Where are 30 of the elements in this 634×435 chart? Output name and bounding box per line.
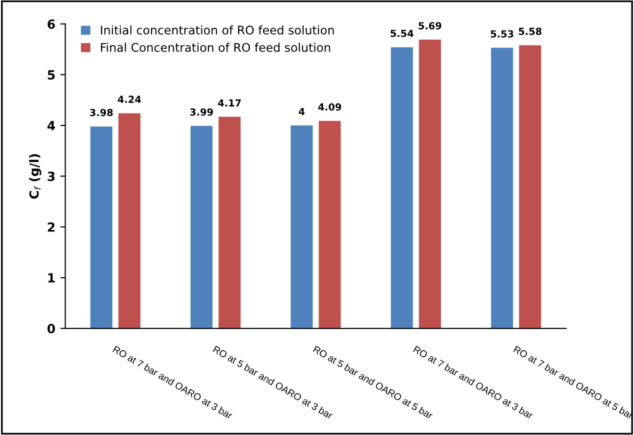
data-label: 3.99 — [190, 108, 213, 116]
y-tick-label: 3 — [48, 172, 55, 182]
data-label: 3.98 — [90, 108, 113, 116]
y-tick-label: 1 — [48, 273, 55, 282]
bar — [418, 40, 441, 328]
bar — [318, 120, 341, 328]
data-label: 4.17 — [218, 99, 241, 106]
data-label: 5.69 — [418, 22, 442, 30]
data-label: 4.09 — [318, 103, 342, 111]
bar — [519, 45, 542, 328]
legend-label: Initial concentration of RO feed solution — [100, 25, 334, 35]
bar — [491, 48, 514, 328]
bar — [390, 47, 413, 328]
bar — [290, 125, 313, 328]
data-label: 4 — [298, 108, 305, 116]
bar — [118, 113, 140, 328]
y-tick-label: 4 — [47, 121, 56, 130]
data-label: 5.58 — [518, 28, 542, 36]
bar — [190, 126, 213, 328]
y-tick-label: 6 — [48, 19, 55, 29]
data-label: 4.24 — [118, 96, 141, 103]
data-label: 5.53 — [490, 30, 514, 38]
y-tick-label: 0 — [47, 324, 55, 334]
bar — [218, 116, 241, 328]
y-tick-label: 5 — [48, 70, 55, 80]
bar — [90, 126, 112, 328]
y-tick-label: 2 — [48, 222, 54, 232]
y-axis-title: C$_{f}$ (g/l) — [29, 154, 42, 199]
legend-label: Final Concentration of RO feed solution — [100, 42, 330, 52]
data-label: 5.54 — [390, 30, 414, 38]
